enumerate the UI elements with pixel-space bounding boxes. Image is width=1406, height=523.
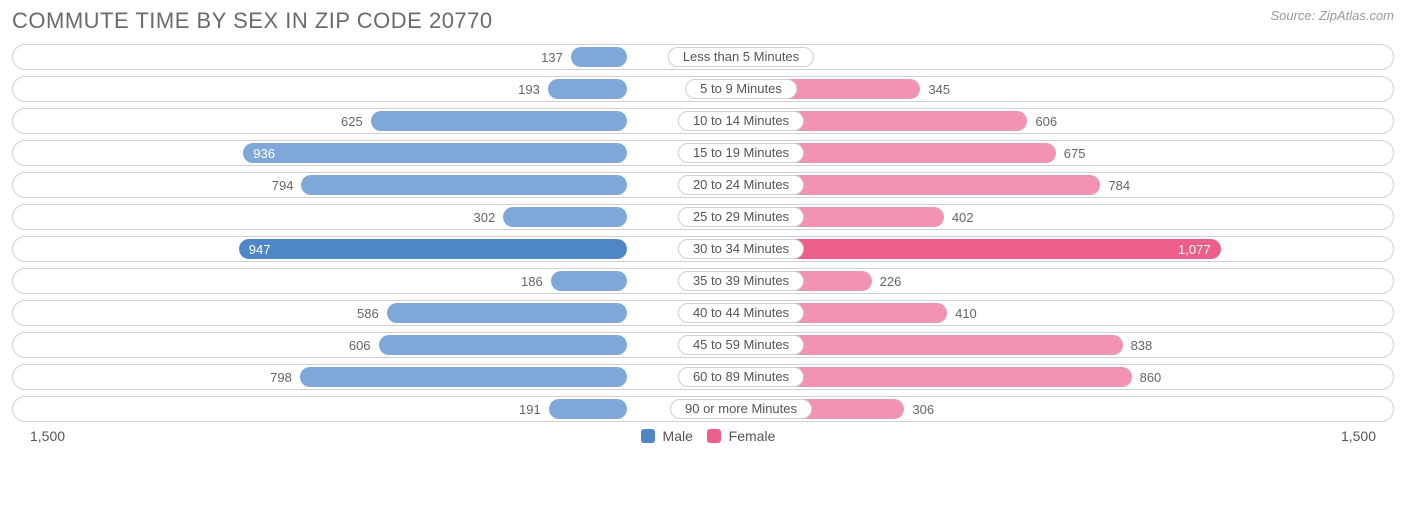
value-label-male: 586 — [357, 301, 379, 327]
value-label-male: 302 — [473, 205, 495, 231]
bar-female — [779, 303, 947, 323]
category-label: 35 to 39 Minutes — [678, 271, 804, 291]
category-label: 45 to 59 Minutes — [678, 335, 804, 355]
bar-female — [779, 79, 920, 99]
legend-label-female: Female — [729, 428, 776, 444]
category-label: 90 or more Minutes — [670, 399, 812, 419]
chart-row: 25 to 29 Minutes 302 402 — [12, 204, 1394, 230]
legend: Male Female — [65, 428, 1341, 444]
chart-row: 15 to 19 Minutes 936 675 — [12, 140, 1394, 166]
category-label: 25 to 29 Minutes — [678, 207, 804, 227]
category-label: 10 to 14 Minutes — [678, 111, 804, 131]
chart-row: 35 to 39 Minutes 186 226 — [12, 268, 1394, 294]
bar-male — [503, 207, 627, 227]
category-label: 60 to 89 Minutes — [678, 367, 804, 387]
chart-row: 30 to 34 Minutes 947 1,077 — [12, 236, 1394, 262]
value-label-female: 1,077 — [779, 237, 1221, 263]
value-label-male: 186 — [521, 269, 543, 295]
chart-row: 60 to 89 Minutes 798 860 — [12, 364, 1394, 390]
category-label: Less than 5 Minutes — [668, 47, 814, 67]
value-label-male: 798 — [270, 365, 292, 391]
chart-row: 40 to 44 Minutes 586 410 — [12, 300, 1394, 326]
axis-max-right: 1,500 — [1341, 428, 1376, 444]
chart-row: Less than 5 Minutes13726 — [12, 44, 1394, 70]
value-label-female: 860 — [1140, 365, 1162, 391]
value-label-male: 606 — [349, 333, 371, 359]
legend-label-male: Male — [663, 428, 693, 444]
category-label: 5 to 9 Minutes — [685, 79, 797, 99]
value-label-male: 936 — [243, 141, 627, 167]
value-label-female: 784 — [1108, 173, 1130, 199]
chart-header: COMMUTE TIME BY SEX IN ZIP CODE 20770 So… — [12, 8, 1394, 34]
bar-male — [300, 367, 627, 387]
value-label-female: 675 — [1064, 141, 1086, 167]
value-label-male: 193 — [518, 77, 540, 103]
value-label-male: 625 — [341, 109, 363, 135]
value-label-female: 838 — [1131, 333, 1153, 359]
bar-male — [571, 47, 627, 67]
value-label-female: 606 — [1035, 109, 1057, 135]
category-label: 20 to 24 Minutes — [678, 175, 804, 195]
axis-max-left: 1,500 — [30, 428, 65, 444]
value-label-male: 947 — [239, 237, 627, 263]
value-label-female: 226 — [880, 269, 902, 295]
value-label-male: 191 — [519, 397, 541, 423]
bar-female — [779, 175, 1100, 195]
bar-male — [551, 271, 627, 291]
value-label-female: 402 — [952, 205, 974, 231]
bar-male — [379, 335, 627, 355]
category-label: 30 to 34 Minutes — [678, 239, 804, 259]
bar-female — [779, 111, 1027, 131]
chart-row: 90 or more Minutes 191 306 — [12, 396, 1394, 422]
bar-female — [779, 367, 1132, 387]
chart-row: 45 to 59 Minutes 606 838 — [12, 332, 1394, 358]
bar-female — [779, 335, 1123, 355]
value-label-female: 410 — [955, 301, 977, 327]
value-label-female: 306 — [912, 397, 934, 423]
chart-source: Source: ZipAtlas.com — [1270, 8, 1394, 23]
bar-male — [301, 175, 627, 195]
chart-footer: 1,500 Male Female 1,500 — [12, 428, 1394, 444]
legend-swatch-male — [641, 429, 655, 443]
bar-male — [548, 79, 627, 99]
chart-row: 10 to 14 Minutes 625 606 — [12, 108, 1394, 134]
category-label: 40 to 44 Minutes — [678, 303, 804, 323]
value-label-male: 137 — [541, 45, 563, 71]
bar-male — [371, 111, 627, 131]
category-label: 15 to 19 Minutes — [678, 143, 804, 163]
legend-swatch-female — [707, 429, 721, 443]
chart-row: 20 to 24 Minutes 794 784 — [12, 172, 1394, 198]
diverging-bar-chart: Less than 5 Minutes137265 to 9 Minutes19… — [12, 44, 1394, 422]
chart-row: 5 to 9 Minutes 193 345 — [12, 76, 1394, 102]
value-label-male: 794 — [272, 173, 294, 199]
bar-male — [387, 303, 627, 323]
bar-male — [549, 399, 627, 419]
value-label-female: 345 — [928, 77, 950, 103]
bar-female — [779, 143, 1056, 163]
chart-title: COMMUTE TIME BY SEX IN ZIP CODE 20770 — [12, 8, 493, 34]
